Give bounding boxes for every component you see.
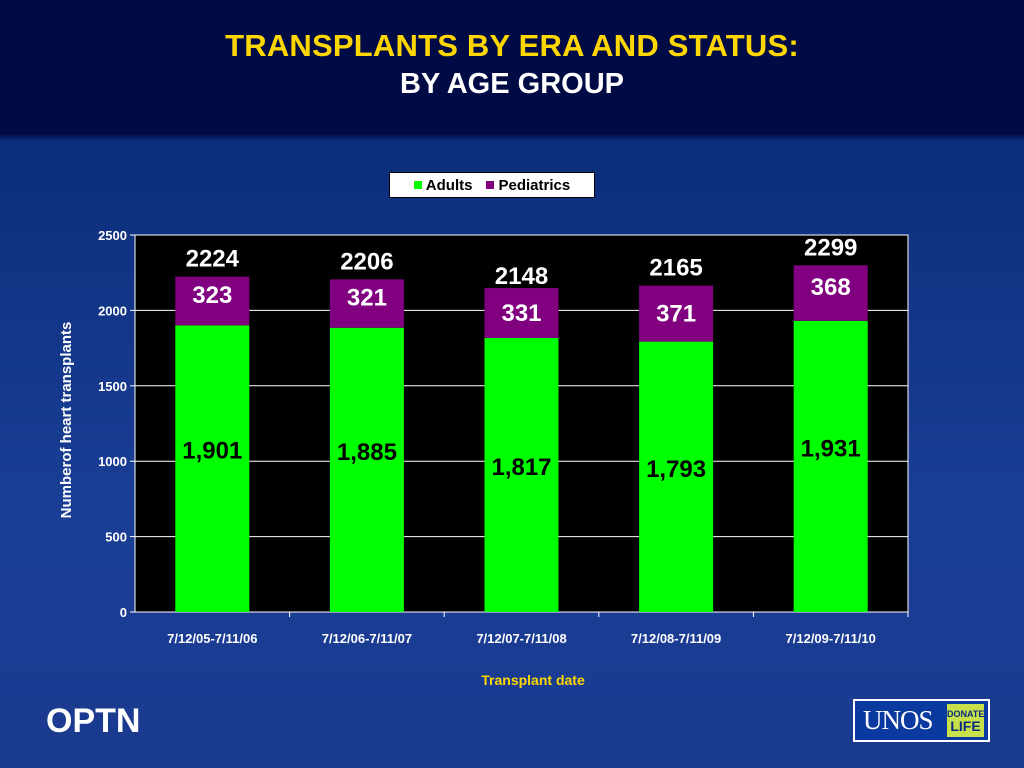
donate-life-line1: DONATE [947, 708, 985, 719]
data-label-total: 2299 [804, 234, 857, 261]
y-tick-label: 1000 [98, 454, 127, 469]
y-tick-label: 2500 [98, 228, 127, 243]
data-label-adults: 1,931 [801, 435, 861, 462]
data-label-pediatrics: 371 [656, 301, 696, 328]
bar-pediatrics [793, 265, 868, 321]
legend-label-adults: Adults [425, 176, 473, 194]
legend-swatch-adults [413, 181, 422, 189]
data-label-total: 2165 [649, 255, 702, 282]
bar-pediatrics [175, 276, 250, 326]
y-tick-label: 0 [120, 605, 127, 620]
legend-item-adults: Adults [413, 176, 473, 194]
x-tick-label: 7/12/07-7/11/08 [476, 631, 566, 646]
legend-item-pediatrics: Pediatrics [486, 177, 570, 194]
unos-logo-text: UNOS [863, 705, 934, 735]
y-tick-label: 1500 [98, 379, 127, 394]
bar-pediatrics [329, 279, 404, 328]
x-tick-label: 7/12/08-7/11/09 [631, 631, 721, 646]
data-label-adults: 1,885 [337, 439, 397, 466]
donate-life-badge: DONATE LIFE [947, 704, 984, 737]
data-label-pediatrics: 323 [192, 282, 232, 309]
bar-adults [175, 325, 250, 612]
bar-pediatrics [484, 288, 559, 338]
data-label-total: 2206 [340, 248, 393, 275]
bar-pediatrics [639, 285, 714, 342]
x-tick-label: 7/12/06-7/11/07 [322, 631, 412, 646]
unos-logo: UNOS DONATE LIFE [853, 699, 990, 742]
data-label-total: 2224 [186, 246, 240, 273]
legend-swatch-pediatrics [486, 181, 495, 189]
slide-title: TRANSPLANTS BY ERA AND STATUS: [225, 28, 799, 63]
data-label-pediatrics: 368 [811, 274, 851, 301]
y-tick-label: 500 [105, 530, 127, 545]
data-label-adults: 1,901 [182, 438, 242, 465]
bar-adults [639, 341, 714, 612]
bar-adults [329, 327, 404, 612]
x-tick-label: 7/12/09-7/11/10 [786, 631, 876, 646]
data-label-pediatrics: 331 [501, 300, 541, 327]
y-tick-label: 2000 [98, 303, 127, 318]
bar-adults [484, 337, 559, 612]
donate-life-line2: LIFE [950, 717, 981, 734]
slide-subtitle: BY AGE GROUP [400, 68, 624, 100]
chart-legend: Adults Pediatrics [389, 172, 595, 198]
y-axis-title: Numberof heart transplants [58, 322, 75, 519]
legend-label-pediatrics: Pediatrics [498, 176, 571, 194]
data-label-adults: 1,817 [491, 454, 551, 481]
data-label-pediatrics: 321 [347, 285, 387, 312]
data-label-total: 2148 [495, 263, 548, 290]
x-tick-label: 7/12/05-7/11/06 [167, 631, 257, 646]
optn-logo: OPTN [46, 702, 141, 740]
bar-adults [793, 320, 868, 612]
header-band [0, 0, 1024, 135]
data-label-adults: 1,793 [646, 456, 706, 483]
x-axis-title: Transplant date [481, 672, 585, 688]
